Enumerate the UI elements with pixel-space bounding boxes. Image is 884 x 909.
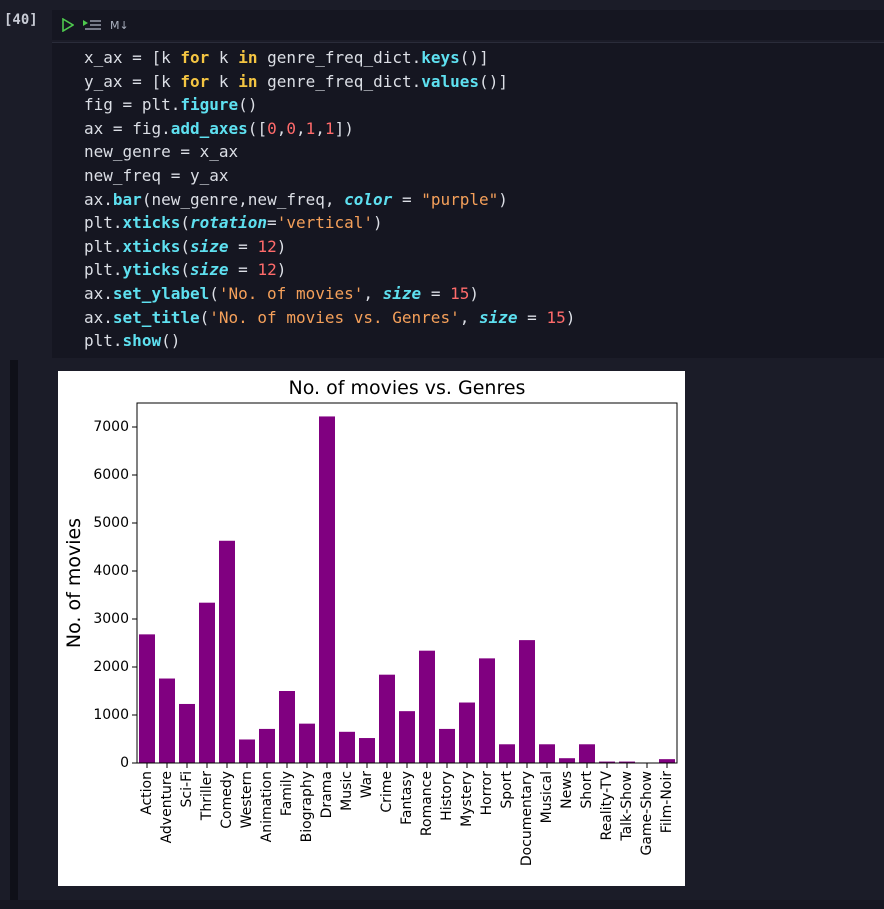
x-tick-label: Crime	[379, 771, 395, 813]
code-line: ax.set_ylabel('No. of movies', size = 15…	[84, 283, 480, 303]
x-tick-label: History	[439, 771, 455, 821]
x-tick-label: Thriller	[199, 771, 215, 821]
x-tick-label: Family	[279, 771, 295, 816]
bar	[479, 658, 495, 763]
code-line: y_ax = [k for k in genre_freq_dict.value…	[84, 71, 508, 91]
cell-toolbar: M↓	[52, 10, 884, 40]
chart-svg: No. of movies vs. Genres No. of movies Act…	[63, 377, 678, 866]
bar	[459, 702, 475, 763]
bar	[659, 759, 675, 763]
chart-title: No. of movies vs. Genres	[289, 377, 526, 399]
bar	[439, 728, 455, 763]
bar	[619, 761, 635, 763]
x-tick-label: Romance	[419, 771, 435, 836]
x-tick-label: Film-Noir	[659, 771, 675, 833]
bar	[139, 634, 155, 763]
x-tick-label: Adventure	[159, 771, 175, 843]
y-axis-label: No. of movies	[63, 518, 85, 648]
bar	[539, 744, 555, 763]
x-tick-label: Music	[339, 771, 355, 811]
y-tick-label: 4000	[93, 563, 129, 579]
bar	[159, 678, 175, 763]
x-tick-label: Talk-Show	[619, 771, 635, 842]
code-line: ax = fig.add_axes([0,0,1,1])	[84, 118, 354, 138]
bar	[319, 416, 335, 763]
bar	[179, 703, 195, 763]
code-line: plt.xticks(size = 12)	[84, 236, 287, 256]
code-editor[interactable]: x_ax = [k for k in genre_freq_dict.keys(…	[84, 46, 575, 353]
bar	[399, 711, 415, 763]
x-tick-label: Reality-TV	[599, 771, 615, 841]
bottom-strip	[0, 900, 884, 909]
top-strip	[0, 0, 884, 8]
bar	[239, 739, 255, 763]
y-tick-label: 2000	[93, 659, 129, 675]
play-icon[interactable]	[62, 18, 74, 32]
code-line: plt.show()	[84, 331, 181, 351]
code-line: fig = plt.figure()	[84, 95, 258, 115]
bar	[599, 761, 615, 763]
bar	[559, 758, 575, 763]
x-tick-label: Action	[139, 771, 155, 815]
bar-chart: No. of movies vs. Genres No. of movies Act…	[58, 371, 685, 886]
x-tick-label: Horror	[479, 771, 495, 816]
x-tick-label: War	[359, 771, 375, 799]
y-tick-label: 3000	[93, 611, 129, 627]
bar	[579, 744, 595, 763]
bar	[259, 728, 275, 763]
bar	[339, 731, 355, 763]
plot-frame	[136, 402, 678, 764]
code-line: plt.xticks(rotation='vertical')	[84, 213, 383, 233]
run-by-line-icon[interactable]	[82, 18, 102, 32]
x-tick-label: News	[559, 771, 575, 809]
bar	[499, 744, 515, 763]
bar	[199, 602, 215, 763]
output-collapse-bar[interactable]	[10, 360, 18, 900]
code-line: plt.yticks(size = 12)	[84, 260, 287, 280]
x-tick-label: Western	[239, 771, 255, 828]
bar	[379, 674, 395, 763]
x-tick-label: Biography	[299, 771, 315, 842]
bar	[279, 691, 295, 763]
x-tick-label: Fantasy	[399, 771, 415, 825]
code-line: ax.bar(new_genre,new_freq, color = "purp…	[84, 189, 508, 209]
bar	[519, 640, 535, 763]
code-line: new_freq = y_ax	[84, 165, 229, 185]
x-tick-label: Sci-Fi	[179, 771, 195, 807]
x-tick-label: Sport	[499, 770, 515, 808]
execution-count: [40]	[4, 12, 38, 28]
x-tick-label: Drama	[319, 771, 335, 818]
bar	[419, 650, 435, 763]
code-cell[interactable]: x_ax = [k for k in genre_freq_dict.keys(…	[52, 42, 884, 358]
x-tick-label: Documentary	[519, 771, 535, 866]
code-line: new_genre = x_ax	[84, 142, 239, 162]
code-line: x_ax = [k for k in genre_freq_dict.keys(…	[84, 48, 489, 67]
x-tick-label: Short	[579, 770, 595, 808]
bar	[219, 540, 235, 763]
y-tick-label: 0	[120, 755, 129, 771]
x-tick-label: Comedy	[219, 771, 235, 829]
x-tick-label: Mystery	[459, 771, 475, 827]
y-tick-label: 1000	[93, 707, 129, 723]
x-tick-label: Animation	[259, 771, 275, 842]
bar	[299, 723, 315, 763]
y-tick-label: 7000	[93, 419, 129, 435]
code-line: ax.set_title('No. of movies vs. Genres',…	[84, 307, 576, 327]
bar	[359, 738, 375, 763]
y-tick-label: 5000	[93, 515, 129, 531]
x-tick-label: Game-Show	[639, 771, 655, 856]
markdown-toggle-button[interactable]: M↓	[110, 18, 129, 32]
x-tick-label: Musical	[539, 771, 555, 823]
y-tick-label: 6000	[93, 467, 129, 483]
